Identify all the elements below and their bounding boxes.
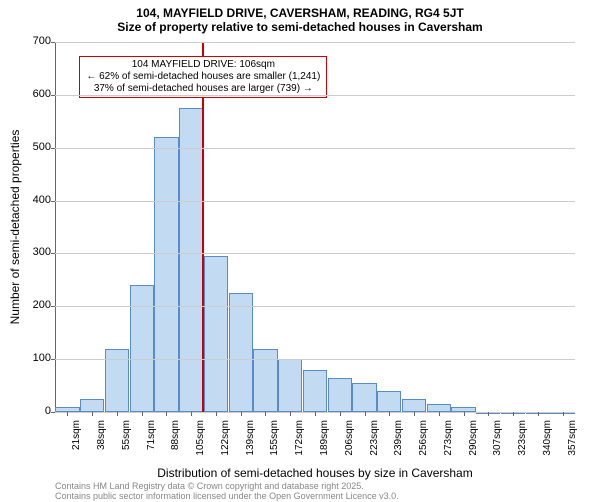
ytick-label: 600 <box>25 88 51 100</box>
ytick-mark <box>51 95 55 96</box>
xtick-mark <box>315 412 316 416</box>
xtick-mark <box>166 412 167 416</box>
xtick-mark <box>439 412 440 416</box>
xtick-mark <box>414 412 415 416</box>
gridline <box>55 95 575 96</box>
ytick-mark <box>51 412 55 413</box>
bar <box>179 108 203 412</box>
xtick-label: 38sqm <box>96 390 107 420</box>
footer-attribution: Contains HM Land Registry data © Crown c… <box>55 482 575 502</box>
xtick-label: 189sqm <box>319 384 330 420</box>
gridline <box>55 201 575 202</box>
ytick-label: 300 <box>25 246 51 258</box>
xtick-label: 206sqm <box>344 384 355 420</box>
xtick-label: 357sqm <box>567 384 578 420</box>
annotation-line1: 104 MAYFIELD DRIVE: 106sqm <box>86 59 320 71</box>
xtick-label: 71sqm <box>146 390 157 420</box>
bar <box>154 137 178 412</box>
ytick-label: 500 <box>25 141 51 153</box>
page-title-line1: 104, MAYFIELD DRIVE, CAVERSHAM, READING,… <box>0 0 600 20</box>
xtick-mark <box>92 412 93 416</box>
xtick-label: 55sqm <box>121 390 132 420</box>
xtick-label: 239sqm <box>393 384 404 420</box>
xtick-mark <box>538 412 539 416</box>
annotation-line3: 37% of semi-detached houses are larger (… <box>86 83 320 95</box>
xtick-mark <box>340 412 341 416</box>
xtick-label: 105sqm <box>195 384 206 420</box>
ytick-label: 0 <box>25 405 51 417</box>
xtick-mark <box>216 412 217 416</box>
y-axis-label: Number of semi-detached properties <box>8 32 22 227</box>
xtick-mark <box>563 412 564 416</box>
page-title-line2: Size of property relative to semi-detach… <box>0 20 600 38</box>
ytick-label: 700 <box>25 35 51 47</box>
xtick-label: 290sqm <box>468 384 479 420</box>
ytick-mark <box>51 201 55 202</box>
ytick-label: 200 <box>25 299 51 311</box>
annotation-box: 104 MAYFIELD DRIVE: 106sqm ← 62% of semi… <box>79 56 327 98</box>
xtick-label: 122sqm <box>220 384 231 420</box>
xtick-mark <box>67 412 68 416</box>
ytick-mark <box>51 253 55 254</box>
gridline <box>55 359 575 360</box>
xtick-label: 155sqm <box>269 384 280 420</box>
gridline <box>55 148 575 149</box>
xtick-mark <box>117 412 118 416</box>
xtick-mark <box>290 412 291 416</box>
xtick-mark <box>389 412 390 416</box>
xtick-mark <box>365 412 366 416</box>
xtick-label: 139sqm <box>245 384 256 420</box>
ytick-mark <box>51 306 55 307</box>
gridline <box>55 306 575 307</box>
ytick-label: 100 <box>25 352 51 364</box>
xtick-label: 273sqm <box>443 384 454 420</box>
xtick-label: 88sqm <box>170 390 181 420</box>
xtick-label: 256sqm <box>418 384 429 420</box>
histogram-chart: 104 MAYFIELD DRIVE: 106sqm ← 62% of semi… <box>55 42 575 412</box>
xtick-label: 323sqm <box>517 384 528 420</box>
gridline <box>55 253 575 254</box>
xtick-mark <box>488 412 489 416</box>
ytick-mark <box>51 148 55 149</box>
xtick-mark <box>265 412 266 416</box>
ytick-label: 400 <box>25 194 51 206</box>
ytick-mark <box>51 42 55 43</box>
x-axis-label: Distribution of semi-detached houses by … <box>55 466 575 480</box>
xtick-mark <box>513 412 514 416</box>
xtick-mark <box>142 412 143 416</box>
xtick-mark <box>464 412 465 416</box>
xtick-label: 223sqm <box>369 384 380 420</box>
xtick-label: 340sqm <box>542 384 553 420</box>
footer-line2: Contains public sector information licen… <box>55 492 575 502</box>
xtick-mark <box>191 412 192 416</box>
xtick-mark <box>241 412 242 416</box>
annotation-line2: ← 62% of semi-detached houses are smalle… <box>86 71 320 83</box>
ytick-mark <box>51 359 55 360</box>
xtick-label: 307sqm <box>492 384 503 420</box>
xtick-label: 172sqm <box>294 384 305 420</box>
gridline <box>55 42 575 43</box>
xtick-label: 21sqm <box>71 390 82 420</box>
